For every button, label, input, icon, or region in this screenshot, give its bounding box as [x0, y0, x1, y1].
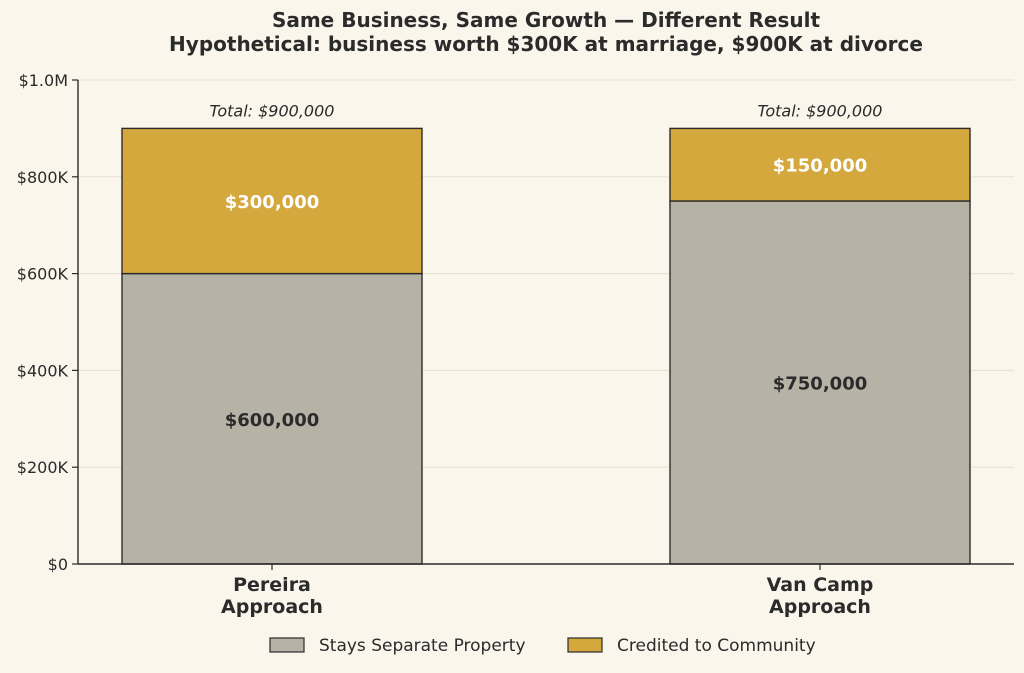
legend-label: Stays Separate Property: [319, 636, 526, 656]
y-tick-label: $1.0M: [19, 71, 68, 90]
bar-total-label: Total: $900,000: [210, 101, 335, 120]
bar-segment: [669, 200, 971, 565]
legend-swatch: [269, 637, 305, 653]
chart-subtitle: Hypothetical: business worth $300K at ma…: [169, 32, 923, 56]
x-tick-label-line: Van Camp: [767, 574, 874, 596]
x-tick-label-line: Pereira: [233, 574, 311, 596]
y-tick-label: $600K: [17, 265, 69, 284]
bar-segment: [121, 272, 423, 565]
y-tick-label: $800K: [17, 168, 69, 187]
bar-value-label: $300,000: [225, 192, 320, 213]
legend-label: Credited to Community: [617, 636, 816, 656]
bar-value-label: $750,000: [773, 374, 868, 395]
bar-total-label: Total: $900,000: [758, 101, 883, 120]
legend-swatch: [567, 637, 603, 653]
x-tick-label: Pereira Approach: [221, 574, 323, 618]
legend: Stays Separate Property Credited to Commu…: [269, 636, 816, 656]
x-tick-label-line: Approach: [769, 596, 871, 618]
bar-segment: [121, 127, 423, 275]
x-tick-label-line: Approach: [221, 596, 323, 618]
bar-segment: [669, 127, 971, 202]
y-tick-label: $400K: [17, 361, 69, 380]
bar-value-label: $600,000: [225, 410, 320, 431]
bar-value-label: $150,000: [773, 156, 868, 177]
x-tick-label: Van Camp Approach: [767, 574, 874, 618]
y-tick-label: $0: [48, 555, 68, 574]
y-tick-label: $200K: [17, 458, 69, 477]
chart-title: Same Business, Same Growth — Different R…: [272, 8, 821, 32]
bars: $600,000 $300,000 Total: $900,000 $750,000 $…: [121, 101, 971, 565]
